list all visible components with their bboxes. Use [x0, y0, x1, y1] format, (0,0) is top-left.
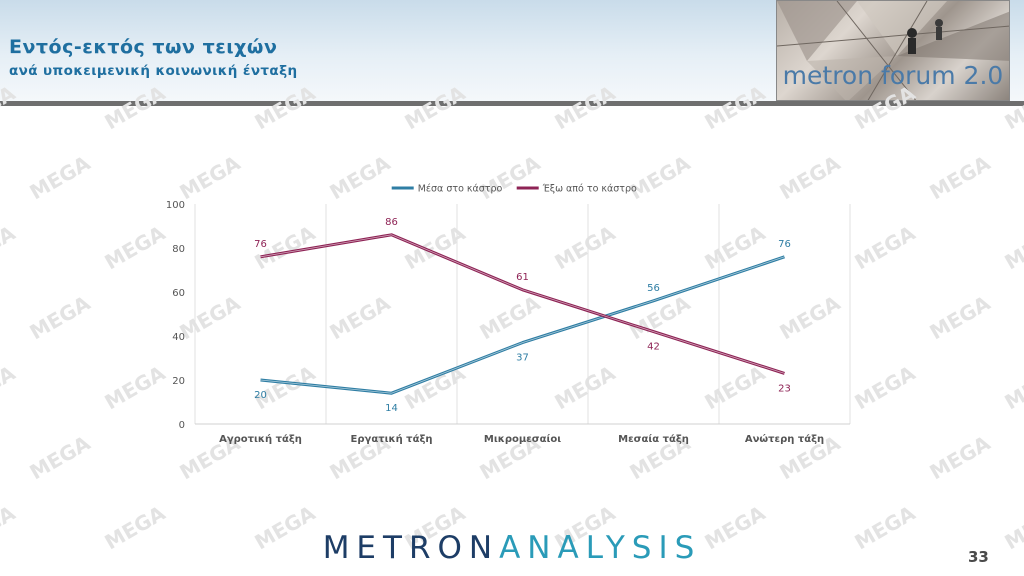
data-label: 76 [778, 239, 791, 250]
brand-metron: METRON [322, 530, 500, 566]
legend-label: Μέσα στο κάστρο [418, 184, 503, 195]
y-tick-label: 0 [179, 420, 185, 431]
y-tick-label: 100 [166, 200, 185, 211]
forum-label: metron forum 2.0 [782, 61, 1004, 90]
y-tick-label: 20 [172, 376, 185, 387]
forum-photo-graphic [777, 1, 1009, 100]
data-label: 23 [778, 383, 791, 394]
x-tick-label: Μεσαία τάξη [618, 433, 689, 445]
metron-forum-logo: metron forum 2.0 [776, 0, 1010, 101]
x-tick-label: Εργατική τάξη [351, 433, 433, 445]
y-axis: 0 20 40 60 80 100 [166, 200, 185, 431]
series-line-highlight [260, 256, 785, 394]
page-title: Εντός-εκτός των τειχών [9, 36, 278, 58]
y-tick-label: 60 [172, 288, 185, 299]
y-tick-label: 80 [172, 244, 185, 255]
page-subtitle: ανά υποκειμενική κοινωνική ένταξη [9, 63, 298, 79]
page-number: 33 [968, 548, 989, 566]
metron-analysis-brand: METRONANALYSIS [0, 530, 1024, 566]
chart-series: 20 14 37 56 76 76 86 61 42 23 [254, 217, 791, 414]
x-axis: Αγροτική τάξη Εργατική τάξη Μικρομεσαίοι Με… [219, 433, 824, 445]
y-tick-label: 40 [172, 332, 185, 343]
data-label: 86 [385, 217, 398, 228]
x-tick-label: Αγροτική τάξη [219, 433, 302, 445]
data-label: 56 [647, 283, 660, 294]
header-divider [0, 101, 1024, 106]
legend-label: Έξω από το κάστρο [542, 184, 637, 195]
data-label: 37 [516, 353, 529, 364]
series-line-highlight [260, 234, 785, 374]
x-tick-label: Ανώτερη τάξη [745, 433, 824, 445]
data-label: 20 [254, 390, 267, 401]
brand-analysis: ANALYSIS [499, 530, 702, 566]
data-label: 42 [647, 342, 660, 353]
data-label: 76 [254, 239, 267, 250]
data-label: 14 [385, 403, 398, 414]
x-tick-label: Μικρομεσαίοι [484, 433, 561, 445]
chart-legend: Μέσα στο κάστρο Έξω από το κάστρο [391, 184, 637, 195]
chart-gridlines [194, 204, 851, 425]
data-label: 61 [516, 272, 529, 283]
